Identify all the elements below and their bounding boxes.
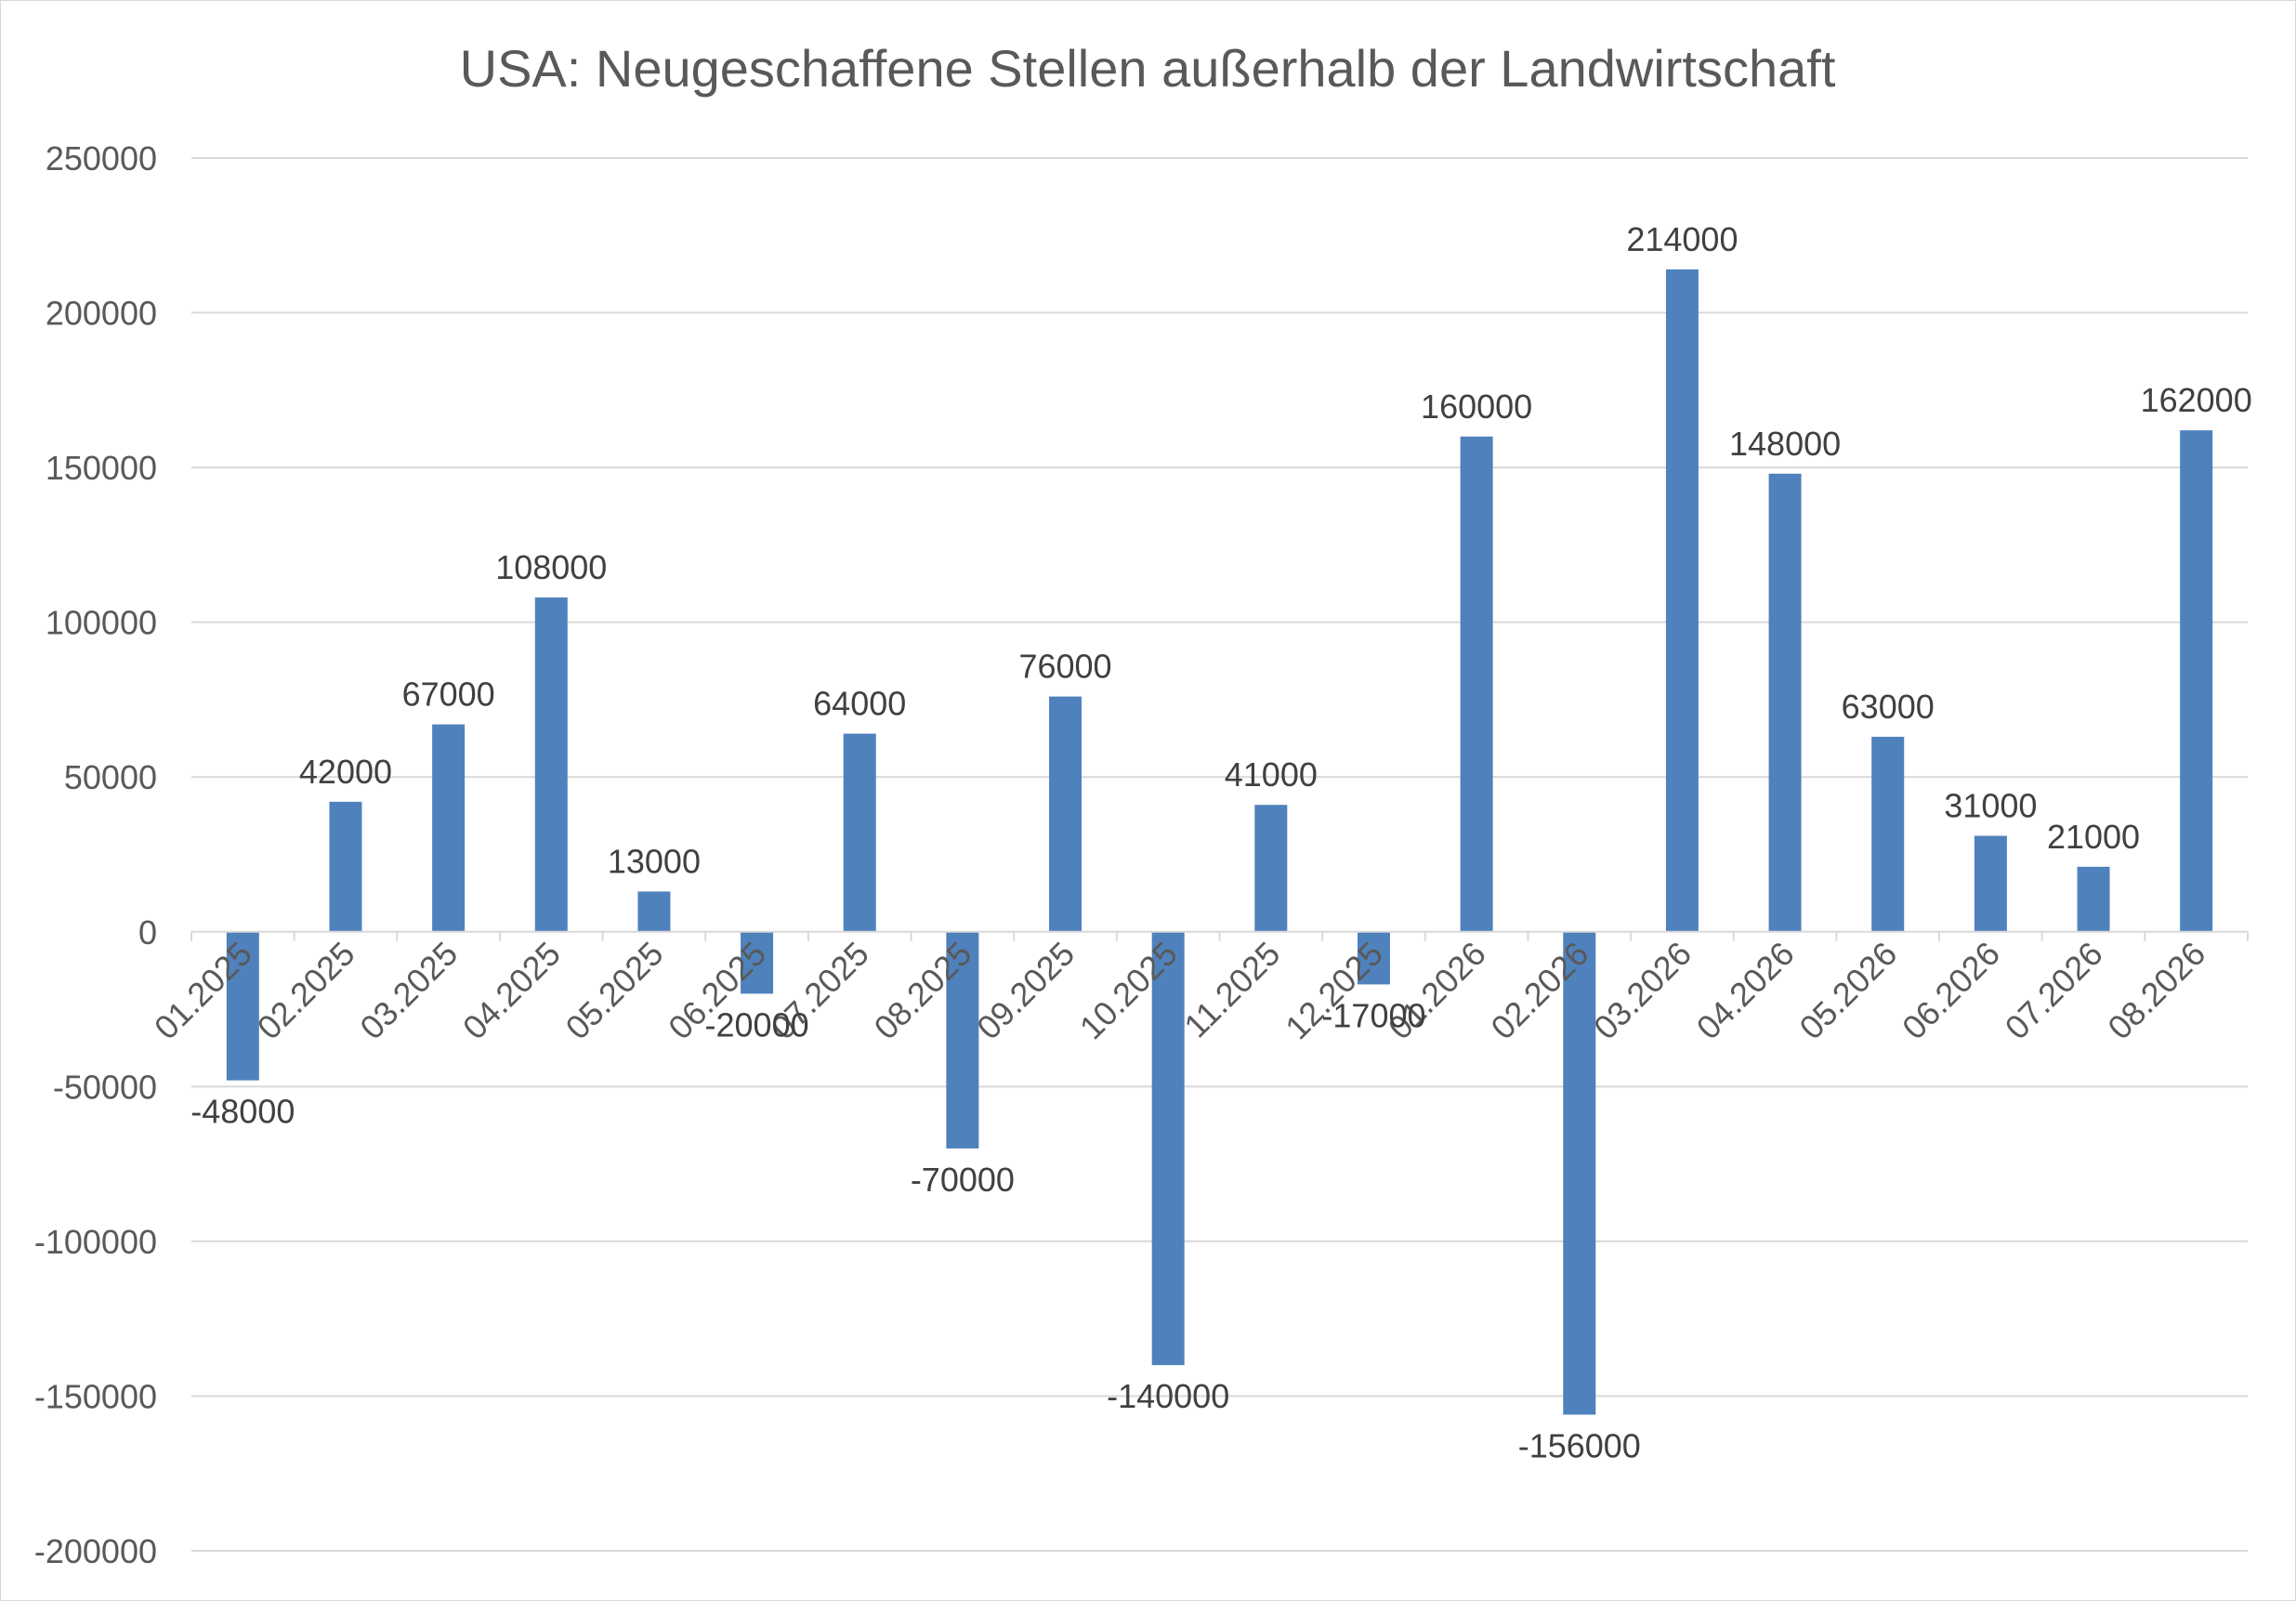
data-label: -70000 (911, 1161, 1015, 1199)
bar (843, 733, 876, 932)
bar (1871, 736, 1905, 932)
bar (946, 931, 979, 1148)
y-tick-label: -200000 (34, 1532, 157, 1570)
bar (1151, 931, 1185, 1366)
data-label: 31000 (1944, 787, 2037, 825)
y-tick-label: -100000 (34, 1223, 157, 1261)
bar (637, 891, 671, 932)
x-tick-label: 03.2026 (1586, 934, 1699, 1046)
chart-title: USA: Neugeschaffene Stellen außerhalb de… (460, 39, 1836, 98)
data-label: -17000 (1321, 996, 1425, 1034)
bar (1665, 269, 1699, 932)
bar (2180, 430, 2213, 932)
bar (741, 931, 774, 994)
x-tick-label: 07.2026 (1998, 934, 2110, 1046)
x-tick-label: 09.2025 (969, 934, 1082, 1046)
x-tick-label: 03.2025 (352, 934, 465, 1046)
y-tick-label: -50000 (53, 1068, 157, 1106)
data-label: -156000 (1518, 1426, 1641, 1464)
data-label: 42000 (299, 753, 392, 791)
data-label: -48000 (190, 1093, 295, 1131)
x-tick-label: 05.2025 (558, 934, 671, 1046)
y-tick-label: 50000 (64, 758, 157, 796)
y-axis-tick-labels: 250000 200000 150000 100000 50000 0 -50000 -100… (34, 139, 157, 1570)
data-label: 63000 (1842, 688, 1935, 726)
bar (1254, 805, 1288, 932)
y-tick-label: 100000 (46, 604, 157, 642)
bars (226, 269, 2213, 1415)
data-label: 76000 (1018, 648, 1111, 686)
data-label: 108000 (495, 548, 607, 586)
data-label: 148000 (1729, 425, 1841, 463)
x-tick-label: 11.2025 (1176, 934, 1287, 1044)
y-tick-label: 250000 (46, 139, 157, 177)
data-label: -140000 (1107, 1377, 1229, 1415)
bar (329, 801, 362, 932)
bar (432, 724, 466, 932)
y-tick-label: 150000 (46, 449, 157, 487)
data-label: 64000 (813, 685, 906, 723)
data-label: 41000 (1225, 755, 1318, 794)
gridlines (191, 157, 2248, 1552)
x-tick-label: 08.2026 (2100, 934, 2212, 1046)
data-labels: -48000 42000 67000 108000 13000 -20000 64000 -7… (190, 220, 2251, 1465)
x-axis (190, 930, 2249, 941)
data-label: 162000 (2141, 381, 2252, 419)
bar (1357, 931, 1390, 985)
bar (1460, 436, 1493, 932)
data-label: 160000 (1421, 387, 1532, 426)
y-tick-label: -150000 (34, 1377, 157, 1415)
bar (1049, 696, 1082, 932)
y-tick-label: 0 (138, 913, 157, 951)
x-tick-label: 02.2025 (250, 934, 362, 1046)
y-tick-label: 200000 (46, 295, 157, 333)
bar (1768, 473, 1802, 932)
data-label: 13000 (608, 842, 701, 880)
bar (2077, 866, 2110, 932)
data-label: 214000 (1626, 220, 1738, 258)
bar (1563, 931, 1596, 1415)
x-tick-label: 06.2026 (1895, 934, 2007, 1046)
bar (226, 931, 259, 1081)
x-tick-label: 04.2026 (1689, 934, 1802, 1046)
bar (534, 597, 568, 932)
data-label: 21000 (2047, 818, 2140, 856)
x-tick-label: 05.2026 (1791, 934, 1904, 1046)
data-label: -20000 (705, 1005, 809, 1043)
data-label: 67000 (402, 676, 495, 714)
bar (1974, 835, 2007, 932)
x-tick-label: 04.2025 (455, 934, 568, 1046)
